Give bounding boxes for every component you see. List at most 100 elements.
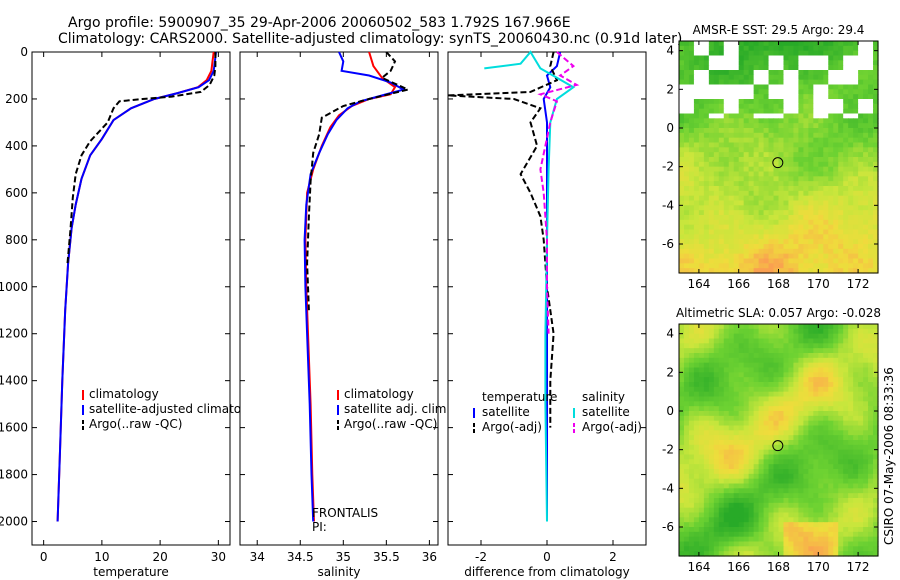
heatmap-cell xyxy=(793,239,799,245)
heatmap-cell xyxy=(863,473,869,480)
heatmap-cell xyxy=(723,498,730,504)
heatmap-cell xyxy=(823,527,829,533)
heatmap-cell xyxy=(768,45,775,52)
heatmap-cell xyxy=(738,488,745,494)
heatmap-cell xyxy=(843,435,849,441)
heatmap-cell xyxy=(718,522,725,528)
heatmap-cell xyxy=(693,65,700,71)
heatmap-cell xyxy=(823,210,829,216)
heatmap-cell xyxy=(723,70,730,76)
heatmap-cell xyxy=(728,401,735,407)
heatmap-cell xyxy=(743,517,750,523)
heatmap-cell xyxy=(693,181,700,187)
heatmap-cell xyxy=(803,248,809,255)
heatmap-cell xyxy=(683,161,690,168)
heatmap-cell xyxy=(868,50,874,57)
x-axis-label: difference from climatology xyxy=(464,565,630,579)
heatmap-cell xyxy=(863,229,869,235)
heatmap-cell xyxy=(793,469,799,475)
heatmap-cell xyxy=(723,333,730,340)
heatmap-cell xyxy=(798,343,804,349)
heatmap-cell xyxy=(788,123,795,129)
heatmap-cell xyxy=(679,541,685,547)
heatmap-cell xyxy=(708,108,715,115)
heatmap-cell xyxy=(679,89,685,95)
heatmap-cell xyxy=(703,324,710,330)
heatmap-cell xyxy=(808,507,814,514)
heatmap-cell xyxy=(758,357,765,364)
heatmap-cell xyxy=(843,258,849,264)
heatmap-cell xyxy=(833,152,839,158)
heatmap-cell xyxy=(843,99,849,105)
heatmap-cell xyxy=(833,498,839,504)
heatmap-cell xyxy=(743,70,750,76)
heatmap-cell xyxy=(873,411,879,417)
heatmap-cell xyxy=(688,152,695,158)
heatmap-cell xyxy=(783,79,790,86)
heatmap-cell xyxy=(828,483,834,489)
heatmap-cell xyxy=(768,219,775,226)
heatmap-cell xyxy=(773,386,780,393)
heatmap-cell xyxy=(703,449,710,456)
heatmap-cell xyxy=(723,258,730,264)
heatmap-cell xyxy=(698,50,705,57)
heatmap-cell xyxy=(718,459,725,465)
heatmap-cell xyxy=(698,229,705,235)
heatmap-cell xyxy=(858,328,864,335)
heatmap-cell xyxy=(818,498,824,504)
heatmap-cell xyxy=(728,55,735,61)
heatmap-cell xyxy=(783,367,790,373)
heatmap-cell xyxy=(743,343,750,349)
heatmap-cell xyxy=(753,65,760,71)
heatmap-cell xyxy=(773,108,780,115)
heatmap-cell xyxy=(853,118,859,124)
heatmap-cell xyxy=(783,396,790,402)
heatmap-cell xyxy=(733,137,740,144)
heatmap-cell xyxy=(833,239,839,245)
heatmap-cell xyxy=(838,517,844,523)
heatmap-cell xyxy=(723,483,730,489)
heatmap-cell xyxy=(683,215,690,221)
heatmap-cell xyxy=(679,258,685,264)
heatmap-cell xyxy=(718,328,725,335)
heatmap-cell xyxy=(823,94,829,100)
heatmap-cell xyxy=(758,181,765,187)
heatmap-cell xyxy=(698,234,705,240)
heatmap-cell xyxy=(863,60,869,66)
heatmap-cell xyxy=(833,493,839,499)
heatmap-cell xyxy=(868,420,874,427)
heatmap-cell xyxy=(733,132,740,139)
legend-label: Argo(-adj) xyxy=(582,420,642,434)
heatmap-cell xyxy=(753,84,760,90)
heatmap-cell xyxy=(848,229,854,235)
heatmap-cell xyxy=(708,324,715,330)
heatmap-cell xyxy=(803,531,809,538)
heatmap-cell xyxy=(713,181,720,187)
heatmap-cell xyxy=(738,328,745,335)
heatmap-cell xyxy=(718,357,725,364)
heatmap-cell xyxy=(683,324,690,330)
heatmap-cell xyxy=(733,84,740,90)
heatmap-cell xyxy=(858,128,864,134)
heatmap-cell xyxy=(873,171,879,177)
heatmap-cell xyxy=(743,224,750,231)
heatmap-cell xyxy=(768,195,775,202)
heatmap-cell xyxy=(693,70,700,76)
heatmap-cell xyxy=(843,512,849,518)
heatmap-cell xyxy=(763,128,770,134)
heatmap-cell xyxy=(853,152,859,158)
heatmap-cell xyxy=(743,328,750,335)
heatmap-cell xyxy=(758,41,765,47)
heatmap-cell xyxy=(813,152,819,158)
heatmap-cell xyxy=(753,362,760,369)
heatmap-cell xyxy=(818,215,824,221)
heatmap-cell xyxy=(803,324,809,330)
heatmap-cell xyxy=(823,406,829,412)
heatmap-cell xyxy=(823,382,829,388)
heatmap-cell xyxy=(693,215,700,221)
heatmap-cell xyxy=(808,195,814,202)
heatmap-cell xyxy=(763,406,770,412)
heatmap-cell xyxy=(823,50,829,57)
heatmap-cell xyxy=(818,420,824,427)
heatmap-cell xyxy=(753,348,760,354)
